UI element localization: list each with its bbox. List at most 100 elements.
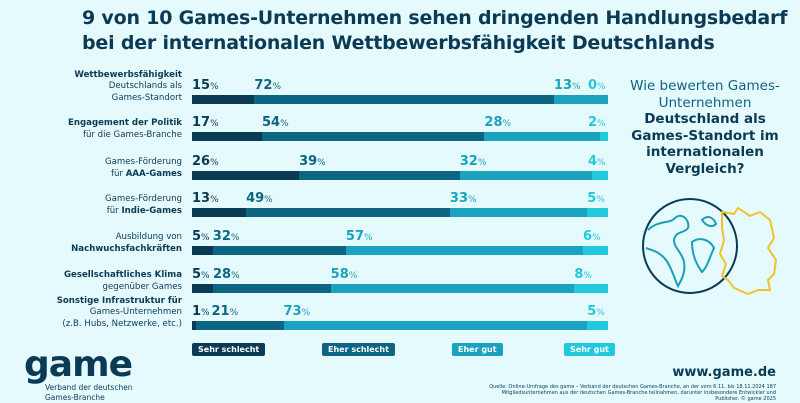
label-bold: Indie-Games	[121, 205, 182, 216]
question-normal: Wie bewerten Games-Unternehmen	[630, 78, 780, 111]
data-label: 28%	[484, 115, 511, 130]
title-line-1: 9 von 10 Games-Unternehmen sehen dringen…	[82, 7, 788, 29]
percent-sign: %	[592, 233, 601, 243]
category-label-line: Deutschlands als	[108, 81, 182, 91]
data-label: 5%	[587, 304, 605, 319]
page-title: 9 von 10 Games-Unternehmen sehen dringen…	[82, 6, 787, 56]
globe-icon	[642, 198, 777, 295]
percent-sign: %	[264, 195, 273, 205]
data-label: 4%	[588, 154, 606, 169]
bar-segment-eher-gut	[553, 95, 608, 104]
data-value: 58	[330, 267, 349, 282]
data-value: 73	[283, 304, 302, 319]
category-label: Engagement der Politik für die Games-Bran…	[0, 118, 182, 141]
bar-segment-sehr-gut	[599, 132, 608, 141]
data-label: 26%	[192, 154, 219, 169]
percent-sign: %	[230, 233, 240, 243]
legend-item: Sehr gut	[564, 343, 615, 356]
percent-sign: %	[231, 271, 240, 281]
data-label: 57%	[346, 229, 373, 244]
data-value: 21	[211, 304, 230, 319]
category-label: Ausbildung von Nachwuchsfachkräften	[0, 232, 182, 255]
category-label-line: Gesellschaftliches Klima	[0, 270, 182, 282]
legend-item: Eher gut	[452, 343, 503, 356]
data-label: 0%	[588, 78, 606, 93]
percent-sign: %	[596, 195, 605, 205]
category-label-line: Nachwuchsfachkräften	[0, 244, 182, 256]
data-value: 15	[192, 78, 211, 93]
percent-sign: %	[502, 119, 512, 129]
data-value: 17	[192, 115, 211, 130]
game-logo: game	[24, 344, 133, 385]
category-label-line: Games-Förderung	[104, 194, 182, 204]
category-label-line: Engagement der Politik	[0, 118, 182, 130]
data-value: 39	[299, 154, 318, 169]
website-link[interactable]: www.game.de	[672, 365, 776, 380]
label-bold: Nachwuchsfachkräften	[71, 243, 182, 254]
data-label: 17%	[192, 115, 219, 130]
data-label: 5%	[192, 267, 210, 282]
bar-segment-sehr-schlecht	[192, 171, 300, 180]
data-value: 26	[192, 154, 211, 169]
category-label: Games-Förderung für Indie-Games	[0, 194, 182, 217]
data-label: 58%	[331, 267, 358, 282]
data-value: 13	[553, 78, 572, 93]
data-value: 5	[587, 304, 597, 319]
bar-segment-eher-schlecht	[246, 208, 450, 217]
data-value: 28	[484, 115, 503, 130]
germany-map-icon	[719, 207, 777, 295]
category-label-line: Games-Förderung	[104, 157, 182, 167]
data-value: 5	[192, 229, 202, 244]
data-value: 49	[246, 191, 265, 206]
percent-sign: %	[597, 119, 606, 129]
label-bold: Engagement der Politik	[68, 118, 182, 128]
data-value: 28	[213, 267, 232, 282]
bar-segment-eher-gut	[283, 321, 588, 330]
percent-sign: %	[280, 119, 289, 129]
data-value: 54	[262, 115, 281, 130]
bar-segment-eher-schlecht	[299, 171, 460, 180]
data-value: 6	[583, 229, 593, 244]
bar-segment-eher-gut	[330, 284, 575, 293]
bar-segment-sehr-gut	[574, 284, 608, 293]
bar-segment-sehr-schlecht	[192, 246, 213, 255]
percent-sign: %	[477, 158, 487, 168]
category-label-line: für die Games-Branche	[82, 129, 182, 140]
percent-sign: %	[597, 158, 606, 168]
bar-segment-eher-schlecht	[262, 132, 485, 141]
data-label: 39%	[299, 154, 326, 169]
bar-segment-eher-schlecht	[212, 246, 346, 255]
percent-sign: %	[597, 82, 606, 92]
source-note: Quelle: Online-Umfrage des game – Verban…	[489, 384, 776, 402]
data-value: 13	[192, 191, 211, 206]
percent-sign: %	[272, 82, 282, 92]
label-bold: AAA-Games	[125, 168, 182, 179]
data-value: 32	[459, 154, 478, 169]
data-label: 13%	[554, 78, 581, 93]
data-value: 4	[588, 154, 598, 169]
data-label: 54%	[262, 115, 289, 130]
data-value: 1	[192, 304, 202, 319]
category-label-line: für Indie-Games	[106, 205, 182, 216]
data-value: 8	[574, 267, 584, 282]
data-value: 5	[587, 191, 597, 206]
bar-segment-sehr-gut	[583, 246, 608, 255]
percent-sign: %	[317, 158, 326, 168]
data-value: 33	[449, 191, 468, 206]
data-label: 1%	[192, 304, 210, 319]
data-value: 57	[345, 229, 364, 244]
category-label: Sonstige Infrastruktur für Games-Unterneh…	[0, 296, 182, 331]
category-label-line: Games-Standort	[111, 92, 182, 103]
data-value: 72	[254, 78, 273, 93]
bar-segment-sehr-schlecht	[192, 95, 255, 104]
logo-sub-line: Verband der deutschen	[45, 383, 133, 392]
category-label: Games-Förderung für AAA-Games	[0, 157, 182, 180]
data-label: 2%	[588, 115, 606, 130]
data-value: 2	[588, 115, 598, 130]
data-label: 33%	[450, 191, 477, 206]
percent-sign: %	[596, 308, 605, 318]
percent-sign: %	[201, 233, 210, 243]
data-label: 32%	[213, 229, 240, 244]
percent-sign: %	[468, 195, 477, 205]
legend-item: Eher schlecht	[322, 343, 395, 356]
